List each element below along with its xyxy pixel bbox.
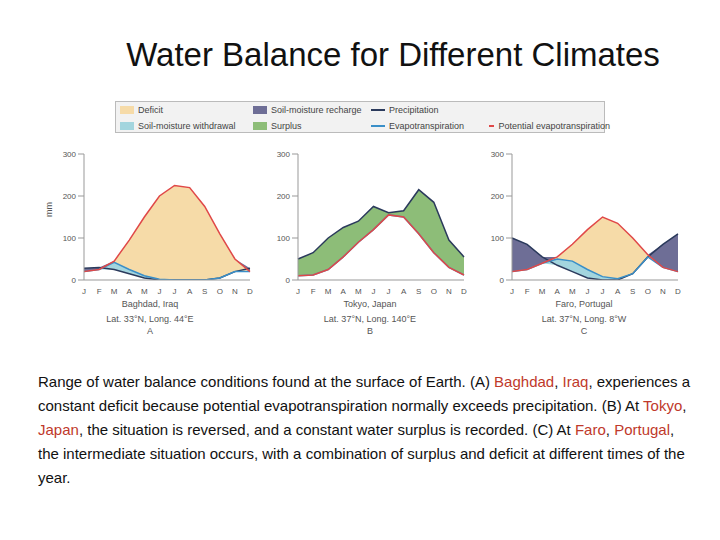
html-text:Lat. 33°N, Long. 44°E: Lat. 33°N, Long. 44°E — [106, 314, 194, 324]
svg-text:100: 100 — [491, 234, 505, 243]
svg-text:S: S — [416, 287, 421, 296]
svg-text:A: A — [555, 287, 561, 296]
svg-text:D: D — [675, 287, 681, 296]
svg-text:300: 300 — [277, 150, 291, 159]
svg-text:200: 200 — [277, 192, 291, 201]
html-text:Potential evapotranspiration: Potential evapotranspiration — [498, 121, 610, 131]
svg-text:M: M — [141, 287, 148, 296]
svg-text:0: 0 — [72, 276, 77, 285]
svg-text:F: F — [311, 287, 316, 296]
svg-text:J: J — [82, 287, 86, 296]
svg-text:0: 0 — [500, 276, 505, 285]
html-text:Japan, the situation is revers: Japan, the situation is reversed, and a … — [38, 421, 685, 486]
html-text:C: C — [580, 326, 588, 336]
svg-text:100: 100 — [277, 234, 291, 243]
svg-text:N: N — [446, 287, 452, 296]
svg-text:J: J — [510, 287, 514, 296]
svg-text:mm: mm — [44, 202, 54, 217]
html-text:B: B — [367, 326, 373, 336]
svg-text:N: N — [660, 287, 666, 296]
svg-text:J: J — [296, 287, 300, 296]
svg-text:J: J — [387, 287, 391, 296]
html-text:Lat. 37°N, Long. 8°W: Lat. 37°N, Long. 8°W — [541, 314, 627, 324]
svg-text:J: J — [173, 287, 177, 296]
svg-text:0: 0 — [286, 276, 291, 285]
html-text:Soil-moisture withdrawal: Soil-moisture withdrawal — [138, 121, 236, 131]
svg-text:M: M — [569, 287, 576, 296]
svg-text:D: D — [461, 287, 467, 296]
svg-text:100: 100 — [63, 234, 77, 243]
svg-text:S: S — [202, 287, 207, 296]
html-text:Baghdad, Iraq: Baghdad, Iraq — [121, 299, 179, 309]
svg-text:200: 200 — [63, 192, 77, 201]
svg-text:F: F — [525, 287, 530, 296]
html-text:A: A — [147, 326, 153, 336]
svg-text:D: D — [247, 287, 253, 296]
svg-text:A: A — [187, 287, 193, 296]
html-text:Evapotranspiration: Evapotranspiration — [389, 121, 464, 131]
svg-text:A: A — [341, 287, 347, 296]
svg-text:O: O — [645, 287, 651, 296]
svg-text:F: F — [97, 287, 102, 296]
svg-text:N: N — [232, 287, 238, 296]
html-text:Deficit: Deficit — [138, 105, 163, 115]
svg-text:200: 200 — [491, 192, 505, 201]
svg-text:A: A — [615, 287, 621, 296]
svg-text:O: O — [217, 287, 223, 296]
svg-text:M: M — [325, 287, 332, 296]
html-text:Surplus: Surplus — [271, 121, 302, 131]
svg-text:O: O — [431, 287, 437, 296]
svg-text:M: M — [355, 287, 362, 296]
svg-text:M: M — [539, 287, 546, 296]
html-text:Water Balance for Different Cl: Water Balance for Different Climates — [126, 36, 660, 73]
svg-text:300: 300 — [63, 150, 77, 159]
svg-text:300: 300 — [491, 150, 505, 159]
html-text:Soil-moisture recharge: Soil-moisture recharge — [271, 105, 362, 115]
svg-text:M: M — [111, 287, 118, 296]
svg-text:J: J — [371, 287, 375, 296]
html-text:Precipitation: Precipitation — [389, 105, 439, 115]
html-text:Tokyo, Japan: Tokyo, Japan — [343, 299, 397, 309]
html-text:Faro, Portugal: Faro, Portugal — [555, 299, 613, 309]
html-text:Range of water balance conditi: Range of water balance conditions found … — [38, 373, 691, 414]
svg-text:A: A — [127, 287, 133, 296]
svg-text:J: J — [585, 287, 589, 296]
svg-text:J: J — [157, 287, 161, 296]
svg-text:A: A — [401, 287, 407, 296]
svg-text:S: S — [630, 287, 635, 296]
svg-text:J: J — [601, 287, 605, 296]
html-text:Lat. 37°N, Long. 140°E: Lat. 37°N, Long. 140°E — [323, 314, 417, 324]
